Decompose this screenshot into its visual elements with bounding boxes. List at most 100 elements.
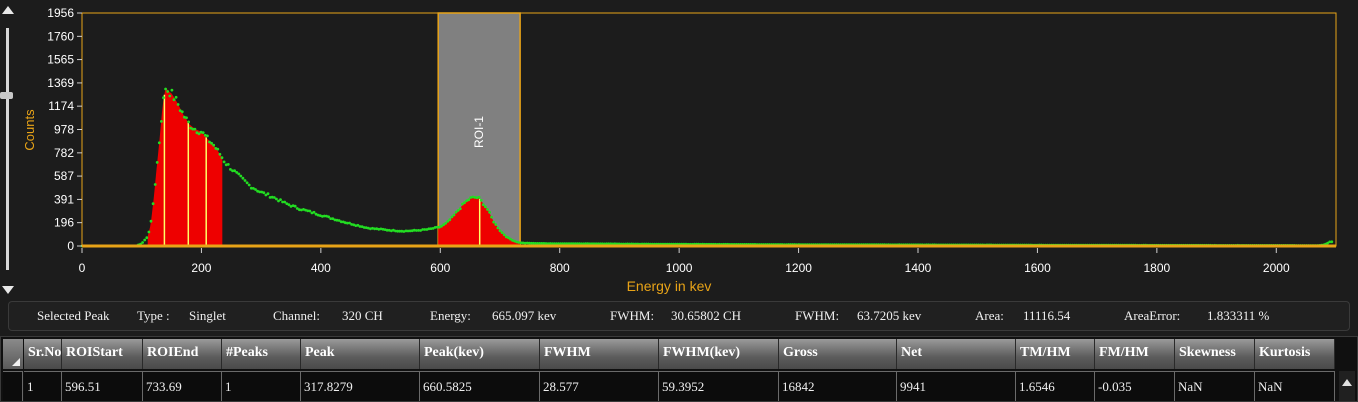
table-cell[interactable]: 16842 (779, 371, 897, 401)
data-point (475, 196, 479, 200)
data-point (252, 187, 255, 190)
table-cell[interactable]: 28.577 (540, 371, 659, 401)
data-point (371, 226, 374, 230)
data-point (327, 215, 330, 219)
x-tick-label: 0 (79, 261, 86, 275)
table-cell[interactable]: 596.51 (62, 371, 143, 401)
table-cell[interactable]: 317.8279 (301, 371, 420, 401)
data-point (304, 208, 307, 212)
data-point (410, 229, 414, 233)
table-cell[interactable]: 1.6546 (1016, 371, 1095, 401)
data-point (513, 239, 516, 243)
data-point (498, 229, 502, 233)
data-point (185, 116, 188, 120)
table-cell[interactable]: 59.3952 (659, 371, 779, 401)
row-selector[interactable] (3, 371, 23, 401)
table-cell[interactable]: NaN (1255, 371, 1335, 401)
data-point (573, 242, 577, 246)
column-header[interactable]: TM/HM (1016, 339, 1095, 369)
peak-area-fill (147, 87, 223, 246)
slider-down-arrow-icon[interactable] (2, 286, 14, 294)
data-point (586, 242, 590, 246)
table-scroll-up-icon[interactable] (1339, 371, 1355, 401)
column-header[interactable]: Kurtosis (1255, 339, 1335, 369)
data-point (392, 228, 395, 232)
column-header[interactable]: FWHM (540, 339, 659, 369)
data-point (419, 229, 422, 232)
data-point (479, 198, 483, 202)
y-tick-label: 587 (54, 169, 74, 183)
data-point (362, 226, 366, 229)
fwhm-ch-value: 30.65802 CH (671, 308, 742, 323)
column-header[interactable]: #Peaks (222, 339, 301, 369)
column-header[interactable]: FM/HM (1095, 339, 1175, 369)
data-point (187, 120, 191, 124)
column-header[interactable]: Peak (301, 339, 420, 369)
data-point (287, 203, 291, 207)
data-point (438, 225, 441, 229)
energy-label: Energy: (430, 308, 471, 323)
zoom-slider[interactable] (0, 0, 18, 300)
slider-track[interactable] (6, 28, 9, 270)
data-point (239, 174, 243, 178)
data-point (394, 229, 397, 233)
slider-up-arrow-icon[interactable] (2, 6, 14, 14)
table-cell[interactable]: 9941 (897, 371, 1016, 401)
data-point (306, 209, 310, 213)
data-point (210, 141, 214, 145)
data-point (245, 181, 249, 185)
column-header[interactable]: Peak(kev) (420, 339, 540, 369)
table-cell[interactable]: 1 (222, 371, 301, 401)
y-tick-label: 1760 (47, 29, 74, 43)
table-cell[interactable]: 733.69 (143, 371, 222, 401)
column-header[interactable]: Skewness (1175, 339, 1255, 369)
x-tick-label: 200 (191, 261, 211, 275)
y-axis-label: Counts (22, 109, 37, 151)
data-point (193, 127, 197, 131)
data-point (270, 195, 274, 199)
data-point (584, 242, 588, 246)
data-point (141, 241, 144, 244)
data-point (168, 94, 172, 98)
column-header[interactable]: Gross (779, 339, 897, 369)
column-header[interactable]: Sr.No (24, 339, 62, 369)
area-error-label: AreaError: (1124, 308, 1181, 323)
data-point (237, 172, 241, 176)
column-header[interactable]: ROIEnd (143, 339, 222, 369)
data-point (515, 240, 519, 244)
data-point (226, 163, 230, 166)
data-point (530, 241, 533, 245)
data-point (358, 225, 362, 228)
data-point (532, 241, 535, 245)
data-point (542, 242, 546, 245)
data-point (260, 190, 264, 194)
slider-thumb[interactable] (0, 92, 13, 99)
data-point (166, 90, 170, 93)
table-cell[interactable]: 1 (24, 371, 62, 401)
data-point (1326, 241, 1329, 245)
table-cell[interactable]: 660.5825 (420, 371, 540, 401)
data-point (233, 169, 237, 173)
peak-table[interactable]: Sr.No ROIStart ROIEnd #Peaks Peak Peak(kev) FW… (0, 336, 1358, 402)
select-all-corner[interactable] (3, 339, 23, 369)
data-point (323, 214, 326, 218)
spectrum-chart[interactable]: ROI-1 0 200 400 600 800 1000 1200 1400 1600 1800 2… (18, 0, 1358, 298)
selected-peak-label: Selected Peak (37, 308, 110, 323)
data-point (350, 223, 353, 226)
column-header[interactable]: ROIStart (62, 339, 143, 369)
data-point (208, 140, 211, 144)
data-point (339, 220, 343, 224)
data-point (442, 223, 445, 227)
data-point (465, 199, 468, 203)
data-point (502, 233, 506, 237)
table-cell[interactable]: -0.035 (1095, 371, 1175, 401)
data-point (548, 242, 552, 245)
column-header[interactable]: FWHM(kev) (659, 339, 779, 369)
y-tick-label: 0 (67, 239, 74, 253)
column-header[interactable]: Net (897, 339, 1016, 369)
data-point (360, 225, 364, 229)
data-point (272, 196, 276, 199)
y-tick-label: 1174 (48, 99, 74, 113)
table-cell[interactable]: NaN (1175, 371, 1255, 401)
data-point (247, 183, 251, 187)
